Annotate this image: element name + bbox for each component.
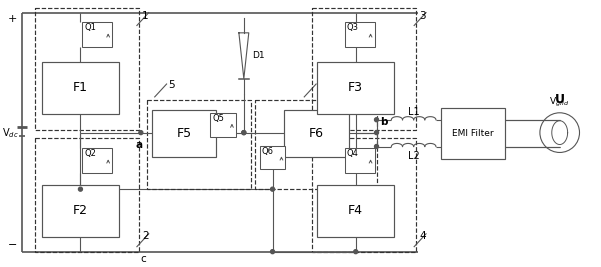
Text: Q5: Q5 [212,114,224,123]
Text: Q1: Q1 [84,23,96,32]
Circle shape [354,250,358,254]
Circle shape [139,131,143,135]
Bar [255,100,376,189]
Bar [151,110,216,158]
Text: −: − [8,240,17,250]
Circle shape [270,187,275,191]
Text: 6: 6 [318,80,325,90]
Text: EMI Filter: EMI Filter [452,129,494,138]
Text: a: a [135,140,142,150]
Text: 1: 1 [142,11,148,21]
Text: L1: L1 [408,107,419,117]
Text: Q6: Q6 [261,147,273,156]
Bar [317,185,394,237]
Text: V$_{grid}$: V$_{grid}$ [549,96,570,109]
Circle shape [242,131,246,135]
Text: c: c [141,254,147,264]
Text: U: U [555,93,565,106]
Circle shape [242,131,246,135]
Text: 3: 3 [419,11,426,21]
Text: Q4: Q4 [347,149,359,158]
Text: L2: L2 [407,151,419,162]
Circle shape [374,144,379,148]
Text: 5: 5 [168,80,175,90]
Bar [317,62,394,114]
Bar [35,138,139,252]
Bar [42,62,119,114]
Text: Q3: Q3 [347,23,359,32]
Bar [284,110,349,158]
Bar [35,8,139,130]
Bar [82,22,112,47]
Text: D1: D1 [252,51,264,60]
Circle shape [79,187,82,191]
Bar [312,8,416,130]
Bar [345,22,374,47]
Bar [441,108,505,159]
Text: F1: F1 [73,81,88,95]
Text: F4: F4 [348,205,363,218]
Text: V$_{dc}$: V$_{dc}$ [2,126,19,140]
Text: F3: F3 [348,81,363,95]
Circle shape [374,118,379,122]
Text: F5: F5 [176,127,192,140]
Bar [82,147,112,173]
Text: Q2: Q2 [84,149,96,158]
Bar [345,147,374,173]
Circle shape [374,131,379,135]
Bar [210,113,236,137]
Text: +: + [8,14,17,23]
Text: F6: F6 [309,127,324,140]
Circle shape [270,250,275,254]
Bar [147,100,251,189]
Text: F2: F2 [73,205,88,218]
Bar [312,138,416,252]
Bar [42,185,119,237]
Text: 2: 2 [142,231,148,241]
Bar [260,146,285,169]
Text: b: b [380,117,388,127]
Text: 4: 4 [419,231,426,241]
